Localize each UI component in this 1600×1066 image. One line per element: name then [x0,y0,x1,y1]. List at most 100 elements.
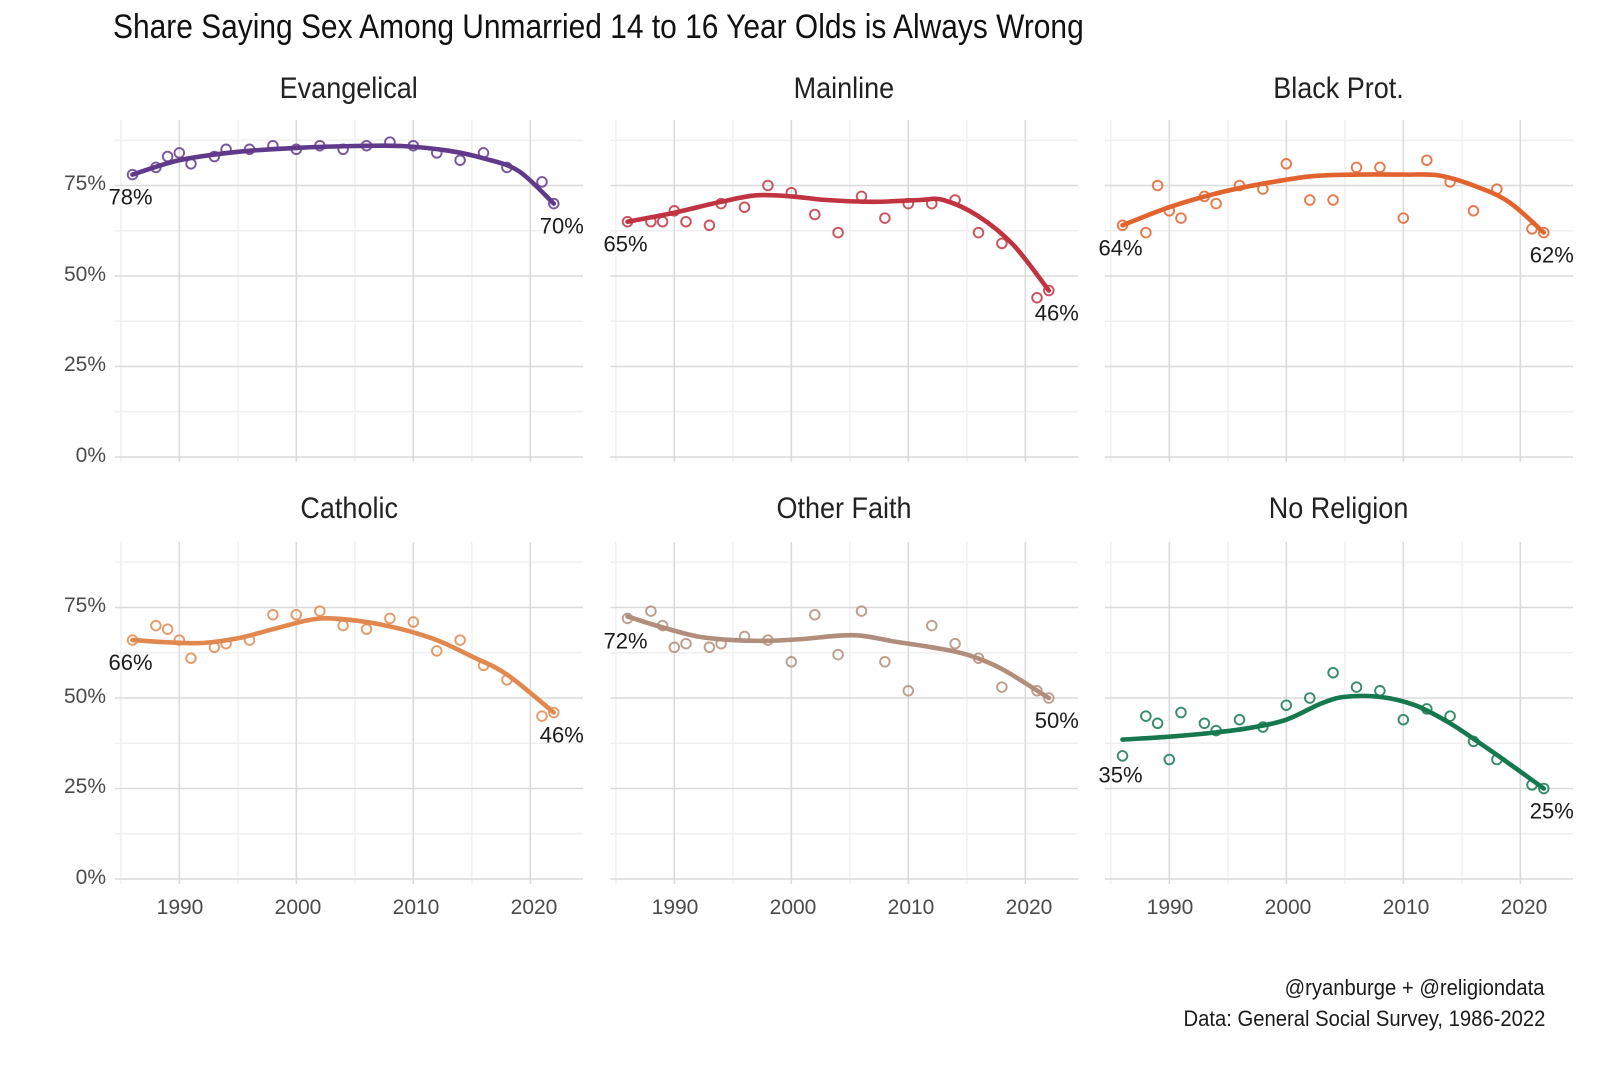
data-point [1043,692,1055,704]
data-point [879,212,891,224]
data-point [703,219,716,232]
data-point [1327,194,1339,206]
end-value-label: 70% [540,214,584,239]
y-tick-25-row1: 25% [63,353,106,376]
y-tick-75-row1: 75% [63,172,106,195]
data-point [1175,212,1187,224]
data-point [972,226,985,239]
data-point [879,656,891,668]
facet-title-catholic: Catholic [300,492,398,525]
trend-line [1120,172,1547,235]
facet-plot-no-religion: 35% 25% [1099,542,1574,884]
data-point [548,197,560,210]
data-point [431,645,443,657]
x-tick-1990-c1: 1990 [156,896,204,919]
page-title: Share Saying Sex Among Unmarried 14 to 1… [113,8,1216,47]
data-point [548,706,560,719]
data-point [185,652,197,664]
data-point [809,608,821,621]
data-point [785,656,798,668]
end-value-label: 46% [540,723,584,748]
x-tick-2000-c1: 2000 [274,896,322,919]
data-point [360,623,373,635]
data-point [150,619,162,632]
y-tick-0-row1: 0% [75,444,106,467]
data-point [407,616,420,628]
facet-title-no-religion: No Religion [1269,492,1409,525]
x-tick-2000-c3: 2000 [1264,896,1312,919]
data-point [996,237,1008,250]
data-point [161,623,174,635]
facet-title-evangelical: Evangelical [279,72,419,105]
start-value-label: 35% [1099,762,1143,787]
data-point [384,612,396,625]
trend-line [625,614,1052,701]
data-point [668,641,681,654]
data-point [656,215,669,228]
facet-title-mainline: Mainline [793,72,895,105]
data-point [645,605,657,617]
x-tick-2010-c3: 2010 [1382,896,1430,919]
y-tick-0-row2: 0% [75,866,106,889]
y-tick-50-row1: 50% [63,263,106,286]
x-tick-1990-c3: 1990 [1146,896,1194,919]
attribution-source: Data: General Social Survey, 1986-2022 [1183,1006,1545,1031]
x-tick-2020-c2: 2020 [1005,896,1053,919]
data-point [173,147,186,159]
trend-line [1120,693,1547,791]
trend-line [130,616,557,715]
data-point [1116,750,1129,762]
page-title-text: Share Saying Sex Among Unmarried 14 to 1… [113,8,1084,46]
x-tick-2020-c3: 2020 [1500,896,1548,919]
end-value-label: 46% [1035,301,1079,326]
end-value-label: 25% [1530,799,1574,824]
data-point [1421,154,1433,166]
data-point [290,608,303,621]
y-tick-75-row2: 75% [63,594,106,617]
data-point [832,648,844,661]
data-point [949,637,961,650]
facet-plot-black-prot: 64% 62% [1099,120,1574,462]
data-point [1031,291,1043,304]
data-point [1538,782,1550,795]
data-point [267,608,279,621]
data-point [1467,205,1480,217]
data-point [1198,717,1211,730]
attribution: @ryanburge + @religiondata Data: General… [1152,972,1545,1034]
data-point [337,619,349,632]
facet-plot-evangelical: 78% 70% [109,120,584,462]
data-point [1327,666,1339,679]
data-point [1374,161,1386,174]
data-point [1538,226,1550,239]
data-point [1151,717,1164,730]
data-point [1163,753,1176,766]
data-point [1140,226,1152,239]
data-point [1280,158,1293,170]
data-point [1350,681,1363,693]
data-point [680,637,692,650]
data-point [536,176,548,188]
data-point [680,215,692,228]
data-point [703,641,716,654]
data-point [1140,710,1152,722]
trend-line [130,143,557,206]
start-value-label: 72% [604,628,648,653]
x-tick-2010-c1: 2010 [392,896,440,919]
start-value-label: 66% [109,650,153,675]
data-point [1151,179,1164,192]
x-tick-2020-c1: 2020 [510,896,558,919]
facet-title-other-faith: Other Faith [776,492,912,525]
data-point [1280,699,1293,711]
data-point [454,154,466,166]
data-point [161,150,174,163]
x-tick-2010-c2: 2010 [887,896,935,919]
data-point [926,619,938,632]
data-point [1397,212,1410,224]
data-point [1031,685,1043,697]
data-point [1350,161,1363,174]
data-point [1304,194,1316,206]
data-point [832,226,844,239]
data-point [1043,284,1055,297]
data-point [809,208,821,221]
